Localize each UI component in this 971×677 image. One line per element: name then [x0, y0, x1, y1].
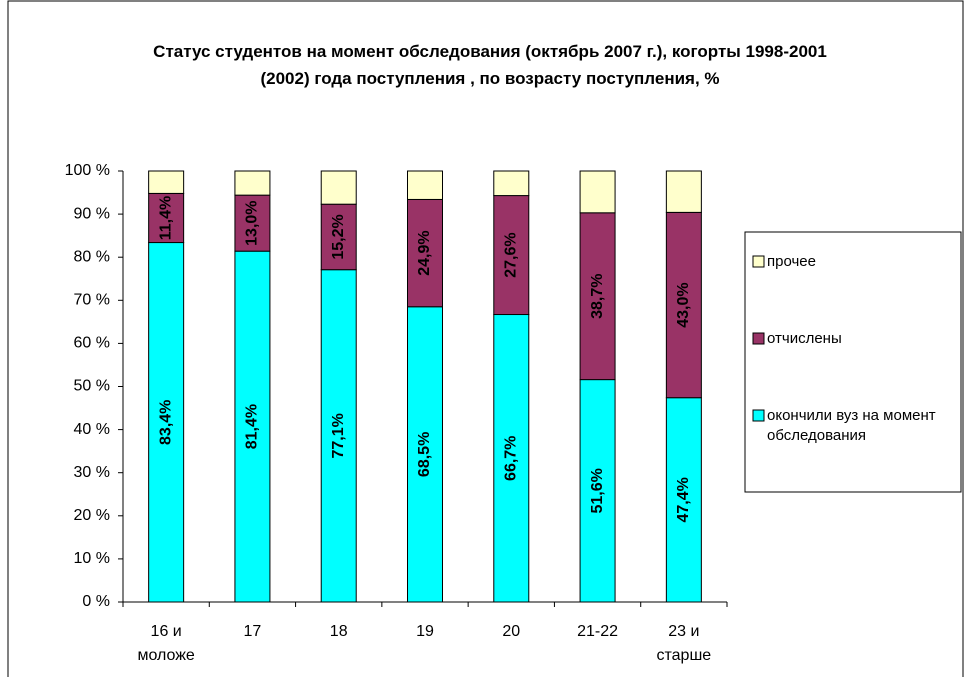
x-tick-label: 19 — [416, 623, 434, 640]
x-tick-label: 17 — [243, 623, 262, 640]
bar-segment — [320, 170, 357, 205]
data-label: 68,5% — [416, 432, 433, 477]
bar-segment — [234, 194, 271, 252]
bar-segment — [493, 170, 530, 197]
y-tick-label: 30 % — [74, 464, 110, 481]
data-label: 11,4% — [157, 196, 174, 240]
legend-label: окончили вуз на момент обследования — [767, 407, 936, 444]
legend-box — [744, 231, 962, 493]
legend-label: отчислены — [767, 330, 842, 347]
y-tick-label: 70 % — [74, 292, 110, 309]
bar-segment — [665, 170, 702, 213]
y-tick-label: 80 % — [74, 248, 110, 265]
legend-swatch — [752, 255, 765, 268]
bar-segment — [320, 203, 357, 271]
x-tick-label: 21-22 — [577, 623, 619, 640]
y-tick-label: 10 % — [74, 550, 110, 567]
legend-label: прочее — [767, 253, 816, 270]
bar-segment — [407, 306, 443, 603]
data-label: 43,0% — [675, 282, 692, 327]
data-label: 51,6% — [589, 468, 606, 513]
bar-segment — [665, 211, 702, 399]
bar-segment — [579, 212, 616, 381]
chart-frame — [7, 0, 964, 677]
data-label: 47,4% — [675, 477, 692, 522]
y-tick-label: 0 % — [82, 593, 110, 610]
data-label: 66,7% — [503, 436, 520, 481]
chart-title: Статус студентов на момент обследования … — [153, 42, 827, 88]
data-label: 27,6% — [503, 232, 520, 277]
data-label: 38,7% — [589, 274, 606, 319]
data-label: 77,1% — [330, 413, 347, 458]
x-tick-label: 20 — [502, 623, 521, 640]
y-tick-label: 20 % — [74, 507, 110, 524]
bar-segment — [493, 195, 530, 316]
bar-segment — [407, 198, 443, 308]
bar-segment — [234, 250, 271, 603]
bar-segment — [665, 397, 702, 603]
y-tick-label: 40 % — [74, 421, 110, 438]
bar-segment — [148, 170, 185, 194]
y-tick-label: 100 % — [65, 162, 110, 179]
x-tick-label: 18 — [329, 623, 348, 640]
data-label: 13,0% — [244, 200, 261, 245]
data-label: 15,2% — [330, 214, 347, 259]
y-tick-label: 90 % — [74, 205, 110, 222]
y-tick-label: 50 % — [74, 378, 110, 395]
data-label: 81,4% — [244, 404, 261, 449]
x-tick-label: 16 и моложе — [137, 623, 195, 664]
bar-segment — [579, 170, 616, 214]
bar-segment — [234, 170, 271, 196]
legend-swatch — [752, 332, 765, 345]
y-tick-label: 60 % — [74, 335, 110, 352]
x-tick-label: 23 и старше — [656, 623, 712, 664]
legend-swatch — [752, 409, 765, 422]
data-label: 24,9% — [416, 230, 433, 275]
bar-segment — [407, 170, 443, 200]
data-label: 83,4% — [157, 400, 174, 445]
